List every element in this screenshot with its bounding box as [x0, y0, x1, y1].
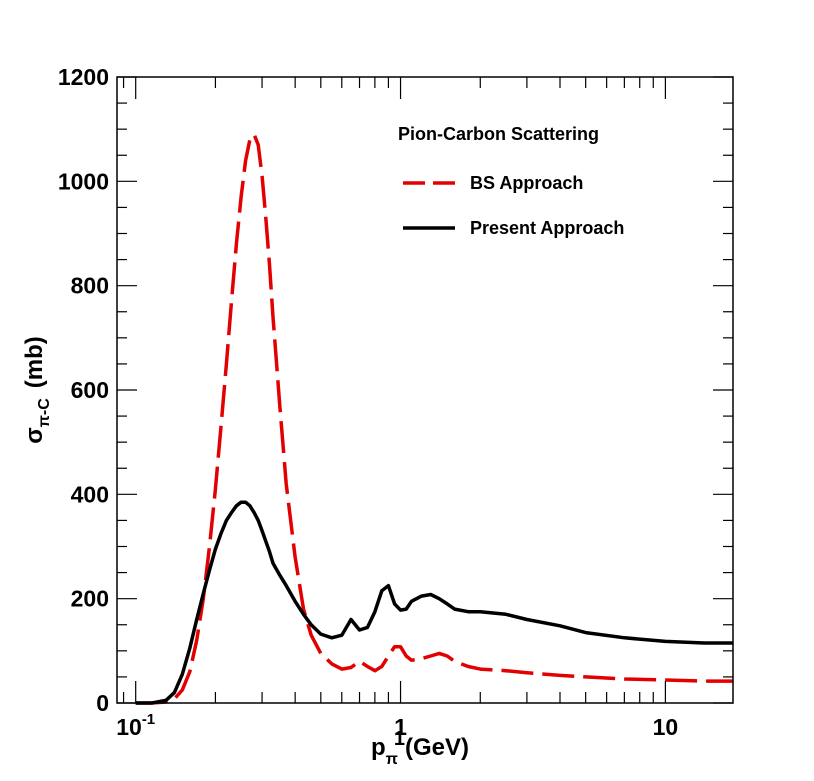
series-line-bs-approach	[135, 132, 733, 705]
legend-label-present-approach: Present Approach	[470, 218, 624, 238]
y-tick-label: 1000	[58, 168, 109, 194]
x-tick-label: 10-1	[116, 711, 155, 740]
y-tick-label: 1200	[58, 64, 109, 90]
y-tick-label: 800	[71, 273, 109, 299]
plot-curves	[135, 132, 733, 705]
y-tick-label: 600	[71, 377, 109, 403]
legend-title: Pion-Carbon Scattering	[398, 124, 599, 144]
y-axis-label: σπ-C(mb)	[21, 336, 53, 444]
legend: Pion-Carbon Scattering BS Approach Prese…	[398, 124, 624, 238]
x-axis-label: pπ1(GeV)	[371, 728, 469, 768]
y-tick-label: 200	[71, 586, 109, 612]
series-line-present-approach	[135, 500, 733, 705]
legend-label-bs-approach: BS Approach	[470, 173, 583, 193]
x-tick-label: 10	[653, 714, 679, 740]
y-tick-labels: 0 200 400 600 800 1000 1200	[58, 64, 109, 716]
axis-ticks	[117, 76, 733, 704]
y-tick-label: 0	[96, 690, 109, 716]
y-tick-label: 400	[71, 481, 109, 507]
x-tick-label: 1	[394, 714, 407, 740]
x-tick-labels: 10-1 1 10	[116, 711, 678, 740]
